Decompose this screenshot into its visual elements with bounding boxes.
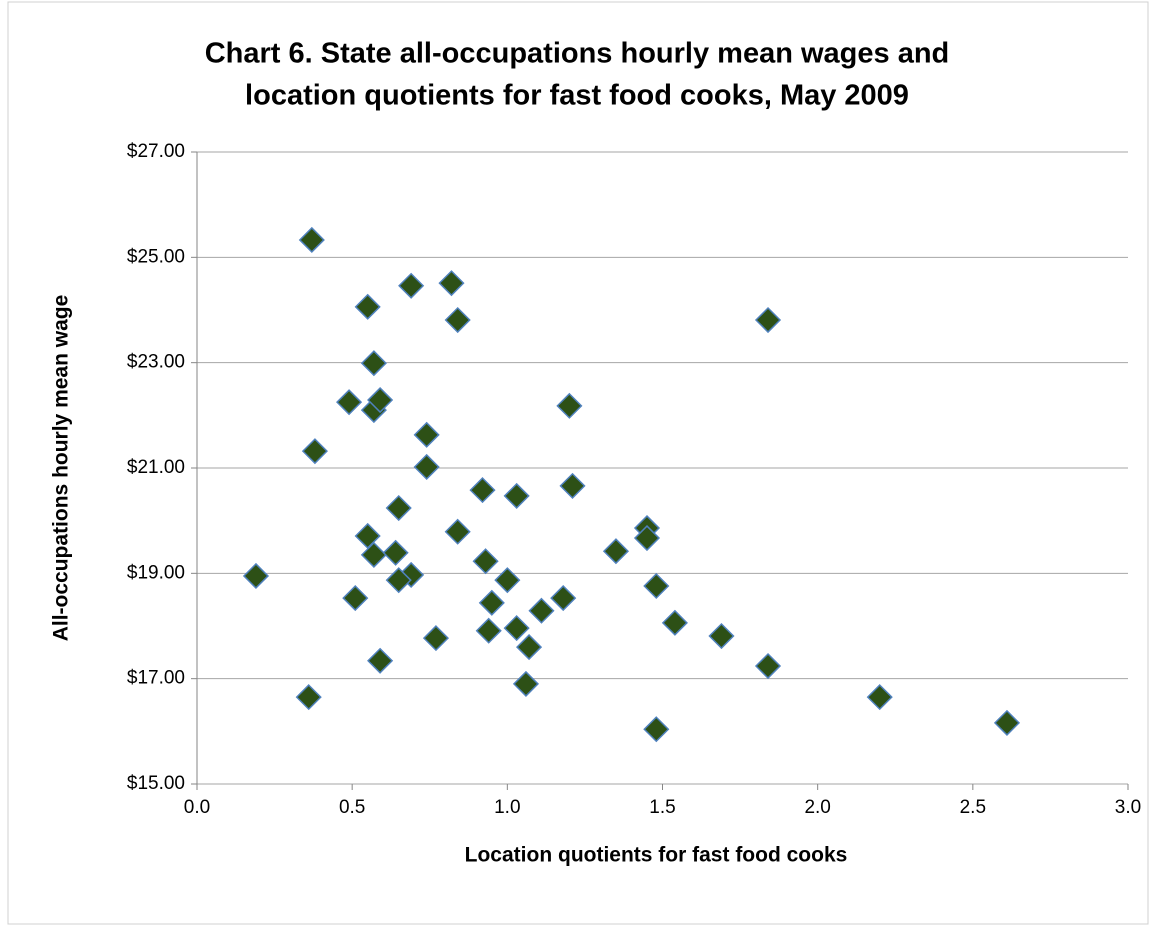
- point: [413, 453, 440, 481]
- point: [385, 567, 412, 594]
- point: [556, 392, 583, 419]
- point: [602, 538, 630, 565]
- point: [298, 226, 325, 254]
- point: [444, 518, 471, 545]
- point: [385, 494, 412, 522]
- point: [754, 652, 782, 680]
- point: [866, 684, 893, 711]
- point: [342, 585, 369, 612]
- x-tick-label: 2.5: [960, 797, 986, 818]
- point: [754, 306, 782, 334]
- point: [708, 622, 735, 650]
- point: [382, 539, 409, 566]
- y-tick-label: $15.00: [127, 773, 185, 794]
- point: [301, 438, 328, 465]
- point: [494, 567, 521, 594]
- point: [336, 389, 363, 416]
- point: [503, 482, 530, 509]
- point: [512, 670, 540, 697]
- point: [475, 617, 502, 644]
- y-tick-label: $27.00: [127, 141, 185, 162]
- y-tick-label: $23.00: [127, 352, 185, 373]
- x-axis-title: Location quotients for fast food cooks: [465, 844, 848, 867]
- point: [242, 562, 270, 590]
- point: [633, 524, 661, 552]
- y-axis-title: All-occupations hourly mean wage: [50, 295, 73, 642]
- point: [413, 421, 440, 448]
- x-tick-label: 3.0: [1115, 797, 1141, 818]
- point: [503, 615, 530, 642]
- point: [444, 306, 471, 334]
- point: [360, 541, 387, 568]
- chart-title: location quotients for fast food cooks, …: [245, 80, 909, 112]
- point: [515, 634, 543, 661]
- y-tick-label: $25.00: [127, 246, 185, 267]
- point: [438, 270, 465, 297]
- point: [559, 472, 586, 499]
- point: [398, 272, 425, 299]
- y-tick-label: $21.00: [127, 457, 185, 478]
- y-tick-label: $17.00: [127, 668, 185, 689]
- point: [354, 522, 381, 550]
- chart-title: Chart 6. State all-occupations hourly me…: [205, 38, 950, 70]
- point: [472, 548, 499, 575]
- chart-border: [7, 1, 1149, 925]
- point: [367, 647, 394, 674]
- point: [360, 350, 387, 377]
- point: [478, 589, 505, 616]
- point: [367, 386, 394, 414]
- point: [643, 572, 670, 600]
- point: [469, 477, 496, 504]
- x-tick-label: 0.0: [184, 797, 210, 818]
- point: [422, 625, 450, 652]
- point: [643, 716, 670, 743]
- point: [295, 684, 322, 711]
- x-tick-label: 2.0: [804, 797, 830, 818]
- x-tick-label: 1.5: [649, 797, 675, 818]
- point: [661, 609, 688, 636]
- x-tick-label: 1.0: [494, 797, 520, 818]
- x-tick-label: 0.5: [339, 797, 365, 818]
- point: [528, 597, 555, 624]
- y-tick-label: $19.00: [127, 562, 185, 583]
- point: [993, 709, 1021, 736]
- point: [550, 585, 577, 612]
- point: [354, 293, 381, 320]
